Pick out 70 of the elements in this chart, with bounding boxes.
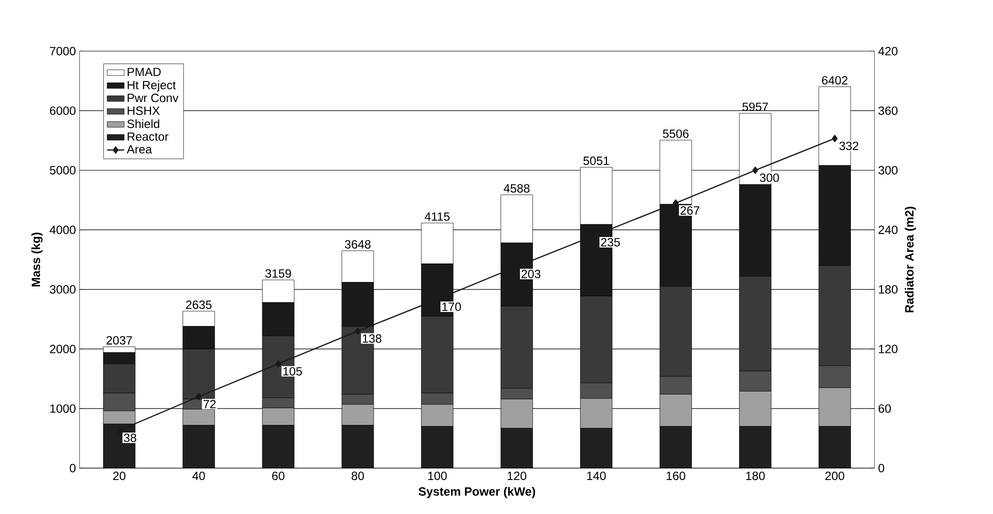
legend-label: Reactor (128, 132, 168, 141)
total-label: 5506 (662, 129, 689, 138)
data-label: 203 (522, 270, 540, 278)
x-tick-label: 40 (192, 472, 205, 480)
bar (818, 426, 851, 468)
point (752, 166, 758, 174)
x-tick-label: 160 (666, 472, 686, 480)
legend-label: Pwr Conv (128, 94, 179, 102)
y2-tick-label: 0 (878, 464, 884, 472)
y2-axis-title: Radiator Area (m2) (904, 206, 916, 312)
legend-label: Ht Reject (128, 80, 176, 92)
y-tick-label: 3000 (50, 285, 76, 294)
y2-tick-label: 300 (878, 166, 898, 174)
point (275, 360, 282, 368)
x-tick-label: 20 (113, 472, 126, 480)
y2-tick-label: 240 (878, 226, 898, 234)
bar (660, 426, 692, 468)
legend-label: Area (126, 145, 152, 154)
total-label: 5051 (583, 156, 609, 166)
data-label: 332 (839, 142, 858, 150)
bar (580, 428, 612, 468)
y-tick-label: 1000 (50, 404, 76, 413)
total-label: 3648 (344, 240, 371, 249)
bar (342, 425, 374, 468)
data-label: 38 (124, 434, 136, 442)
bar (262, 425, 294, 468)
y-tick-label: 4000 (50, 226, 76, 234)
y-tick-label: 5000 (50, 166, 76, 174)
total-label: 6402 (822, 76, 848, 85)
total-label: 2635 (186, 300, 212, 309)
legend-label: Shield (127, 119, 160, 128)
y2-tick-label: 420 (878, 46, 898, 56)
legend-label: HSHX (128, 106, 160, 115)
x-tick-label: 200 (825, 472, 844, 480)
point (196, 393, 202, 400)
y-tick-label: 0 (70, 464, 76, 472)
bar (500, 428, 533, 468)
x-tick-label: 80 (352, 472, 364, 480)
bar (421, 426, 454, 468)
total-label: 4115 (424, 212, 450, 221)
data-label: 105 (283, 367, 302, 376)
total-label: 2037 (106, 336, 132, 345)
x-axis-title: System Power (kWe) (418, 486, 536, 498)
y-tick-label: 7000 (50, 46, 76, 56)
y2-tick-label: 360 (878, 106, 898, 115)
legend-label: PMAD (128, 68, 161, 76)
data-label: 72 (204, 400, 216, 408)
y-tick-label: 6000 (50, 106, 76, 115)
point (116, 426, 122, 434)
bar (182, 425, 215, 468)
x-tick-label: 180 (746, 472, 765, 480)
y2-tick-label: 180 (878, 285, 898, 294)
data-label: 267 (680, 206, 700, 215)
y2-tick-label: 60 (878, 404, 891, 413)
data-label: 300 (760, 173, 779, 182)
y-axis-title: Mass (kg) (31, 232, 43, 286)
y2-tick-label: 120 (878, 344, 898, 354)
point (354, 328, 361, 335)
x-tick-label: 60 (272, 472, 284, 480)
data-label: 138 (362, 334, 382, 343)
data-label: 170 (442, 302, 461, 311)
x-tick-label: 120 (508, 472, 526, 480)
y-tick-label: 2000 (50, 344, 76, 354)
bar (739, 426, 772, 468)
total-label: 3159 (265, 269, 291, 278)
total-label: 4588 (504, 184, 530, 193)
data-label: 235 (601, 238, 620, 246)
x-tick-label: 140 (587, 472, 606, 480)
point (832, 134, 838, 142)
x-tick-label: 100 (428, 472, 447, 480)
